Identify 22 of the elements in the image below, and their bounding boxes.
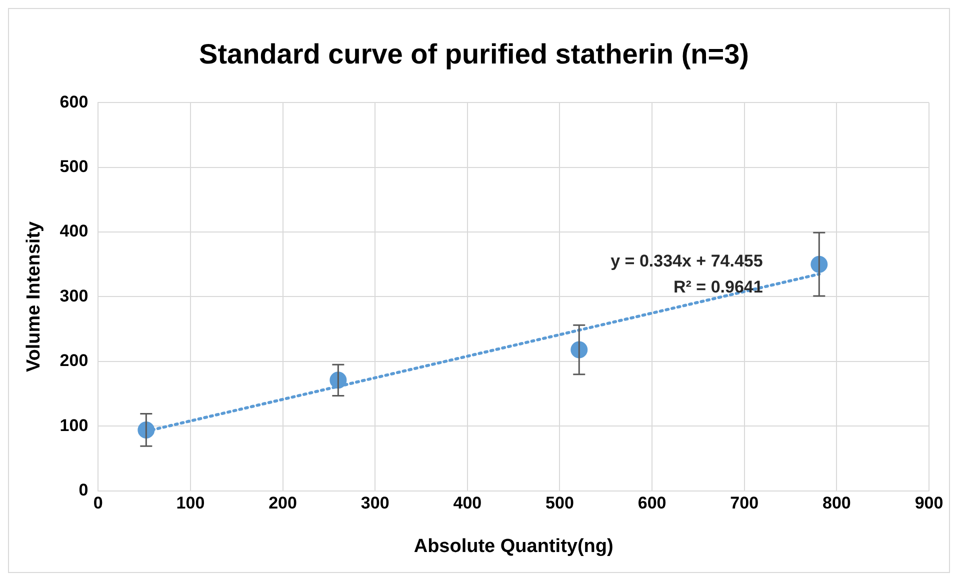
x-tick-label: 600 bbox=[638, 494, 666, 513]
y-tick-label: 100 bbox=[60, 416, 88, 435]
y-tick-label: 300 bbox=[60, 286, 88, 306]
x-tick-label: 100 bbox=[176, 494, 205, 513]
x-tick-label: 300 bbox=[360, 494, 390, 513]
x-tick-label: 400 bbox=[453, 494, 482, 513]
y-tick-label: 600 bbox=[60, 92, 88, 112]
y-tick-label: 0 bbox=[78, 480, 88, 500]
annotation: R² = 0.9641 bbox=[674, 277, 763, 296]
y-tick-label: 400 bbox=[60, 222, 88, 241]
x-tick-label: 900 bbox=[914, 494, 944, 513]
chart-title: Standard curve of purified statherin (n=3) bbox=[199, 38, 749, 70]
y-axis-title: Volume Intensity bbox=[24, 220, 45, 372]
y-tick-label: 500 bbox=[60, 156, 88, 176]
x-tick-label: 800 bbox=[822, 494, 851, 513]
x-tick-label: 500 bbox=[546, 494, 574, 513]
x-tick-label: 700 bbox=[730, 494, 759, 513]
x-axis-title: Absolute Quantity(ng) bbox=[414, 536, 614, 557]
x-tick-label: 0 bbox=[93, 494, 103, 513]
y-tick-label: 200 bbox=[60, 351, 88, 370]
annotation: y = 0.334x + 74.455 bbox=[610, 251, 763, 270]
x-tick-label: 200 bbox=[268, 494, 297, 513]
